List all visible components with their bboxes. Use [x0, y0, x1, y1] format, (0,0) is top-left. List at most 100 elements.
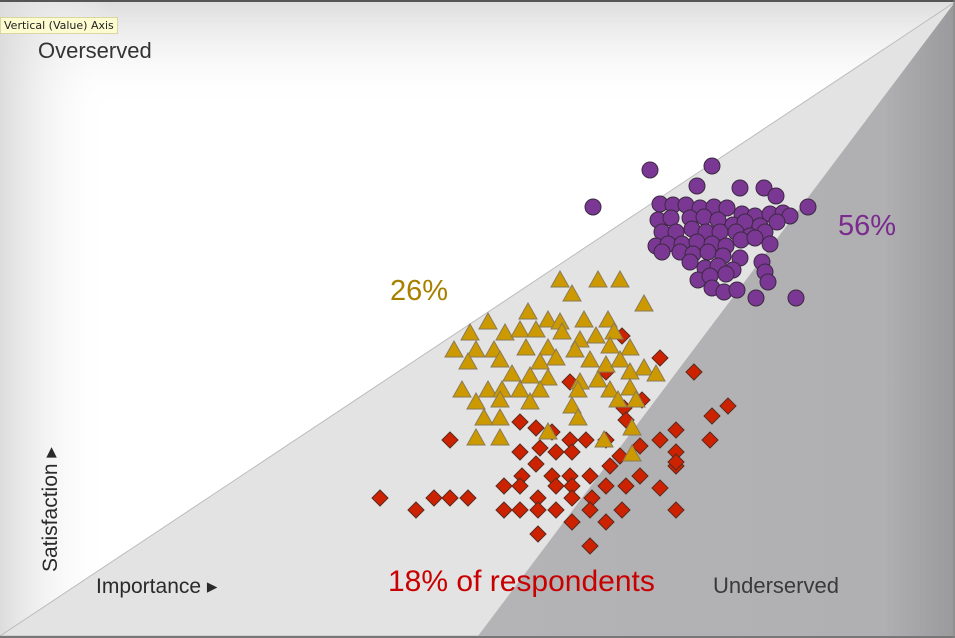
triangle-point [600, 379, 620, 398]
diamond-point [651, 431, 669, 449]
diamond-point [547, 443, 565, 461]
triangle-point [552, 321, 572, 340]
triangle-point [518, 301, 538, 320]
triangle-point [490, 389, 510, 408]
triangle-point [510, 319, 530, 338]
triangle-point [562, 395, 582, 414]
triangle-point [626, 389, 646, 408]
triangle-point [490, 407, 510, 426]
circle-point [653, 243, 671, 261]
triangle-point [608, 389, 628, 408]
diamond-point [617, 477, 635, 495]
diamond-point [441, 431, 459, 449]
triangle-point [596, 354, 616, 373]
triangle-point [444, 339, 464, 358]
triangle-point [610, 269, 630, 288]
diamond-point [563, 513, 581, 531]
triangle-point [516, 337, 536, 356]
triangle-point [478, 311, 498, 330]
overserved-label: Overserved [38, 38, 152, 63]
triangle-point [538, 309, 558, 328]
circle-point [717, 265, 735, 283]
diamond-point [667, 421, 685, 439]
triangle-point [520, 391, 540, 410]
diamond-point [577, 431, 595, 449]
diamond-point [631, 467, 649, 485]
circle-point [787, 289, 805, 307]
triangle-point [598, 309, 618, 328]
triangle-point [620, 377, 640, 396]
diamond-point [547, 477, 565, 495]
diamond-point [581, 537, 599, 555]
underserved-label: Underserved [713, 573, 839, 598]
triangle-point [634, 357, 654, 376]
top-gradient [0, 0, 955, 110]
circle-point [799, 198, 817, 216]
diamond-point [563, 443, 581, 461]
triangle-point [460, 322, 480, 341]
region-underserved [478, 2, 955, 636]
triangle-point [495, 322, 515, 341]
diamond-point [531, 439, 549, 457]
triangle-point [538, 367, 558, 386]
diamond-point [667, 453, 685, 471]
triangle-point [520, 365, 540, 384]
diamond-point [425, 489, 443, 507]
x-axis-label[interactable]: Importance ▸ [96, 575, 218, 598]
triangle-point [466, 427, 486, 446]
triangle-point [530, 351, 550, 370]
triangle-point [510, 379, 530, 398]
triangle-point [474, 407, 494, 426]
circle-point [747, 289, 765, 307]
diamond-point [701, 431, 719, 449]
diamond-point [601, 457, 619, 475]
diamond-point [667, 501, 685, 519]
circle-point [768, 213, 786, 231]
triangle-point [458, 351, 478, 370]
triangle-point [600, 335, 620, 354]
triangle-point [622, 443, 642, 462]
diamond-point [631, 437, 649, 455]
circle-point [755, 179, 773, 197]
triangle-point [452, 379, 472, 398]
diamond-point [719, 397, 737, 415]
circle-point [728, 281, 746, 299]
triangle-point [538, 337, 558, 356]
triangle-point [580, 349, 600, 368]
triangle-point [588, 369, 608, 388]
diamond-point [597, 513, 615, 531]
circle-point [767, 187, 785, 205]
triangle-point [546, 347, 566, 366]
circle-point [732, 231, 750, 249]
circle-series [584, 157, 817, 307]
diamond-series [371, 327, 737, 555]
circle-point [761, 235, 779, 253]
triangle-point [620, 337, 640, 356]
y-axis-label[interactable]: Satisfaction ▸ [39, 447, 62, 572]
diamond-point [613, 501, 631, 519]
circle-point [731, 179, 749, 197]
triangle-point [610, 349, 630, 368]
triangle-point [466, 339, 486, 358]
triangle-point [466, 391, 486, 410]
diamond-point [511, 477, 529, 495]
diamond-share-label: 18% of respondents [388, 565, 655, 598]
left-gradient [0, 0, 110, 638]
triangle-series [444, 269, 666, 462]
circle-point [688, 177, 706, 195]
diamond-point [529, 525, 547, 543]
triangle-point [568, 407, 588, 426]
circle-share-label: 56% [838, 210, 897, 242]
triangle-point [594, 429, 614, 448]
circle-point [695, 208, 713, 226]
triangle-point [588, 269, 608, 288]
circle-point [584, 198, 602, 216]
triangle-point [646, 363, 666, 382]
diamond-point [703, 407, 721, 425]
triangle-point [565, 339, 585, 358]
triangle-point [550, 269, 570, 288]
diamond-point [563, 489, 581, 507]
diamond-point [529, 501, 547, 519]
